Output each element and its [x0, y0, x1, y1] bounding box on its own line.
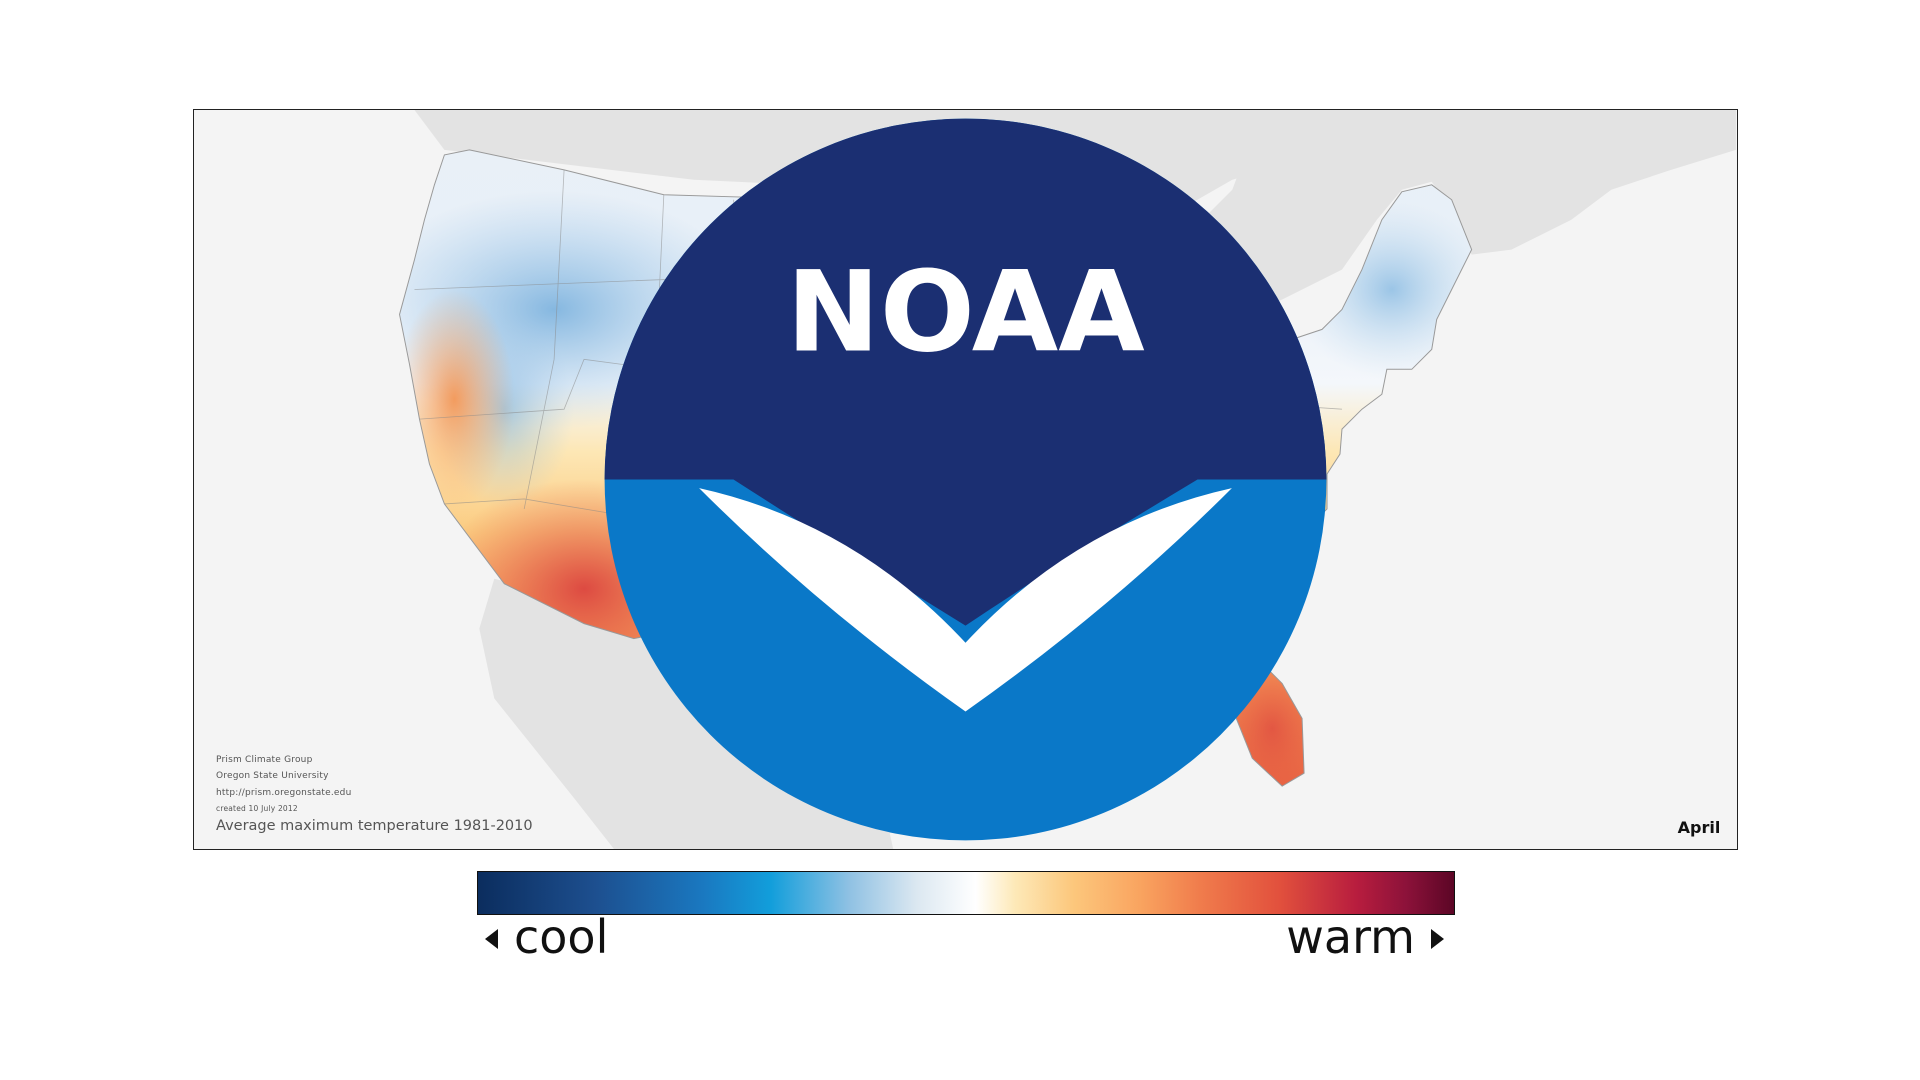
legend-warm-label: warm: [1286, 910, 1415, 964]
credit-line: Oregon State University: [216, 771, 329, 781]
month-label: April: [1677, 818, 1721, 837]
color-scale-bar: [477, 871, 1455, 915]
credit-link: http://prism.oregonstate.edu: [216, 788, 352, 798]
arrow-left-icon: [485, 928, 498, 949]
legend-cool: cool: [485, 910, 608, 964]
map-caption: Average maximum temperature 1981-2010: [216, 818, 533, 834]
credit-date: created 10 July 2012: [216, 804, 298, 813]
legend-cool-label: cool: [514, 910, 609, 964]
climate-map: Prism Climate Group Oregon State Univers…: [193, 109, 1738, 850]
noaa-logo: NOAA: [604, 118, 1327, 841]
credit-line: Prism Climate Group: [216, 755, 313, 765]
arrow-right-icon: [1431, 928, 1444, 949]
noaa-logo-text: NOAA: [786, 248, 1144, 378]
legend-warm: warm: [1286, 910, 1444, 964]
